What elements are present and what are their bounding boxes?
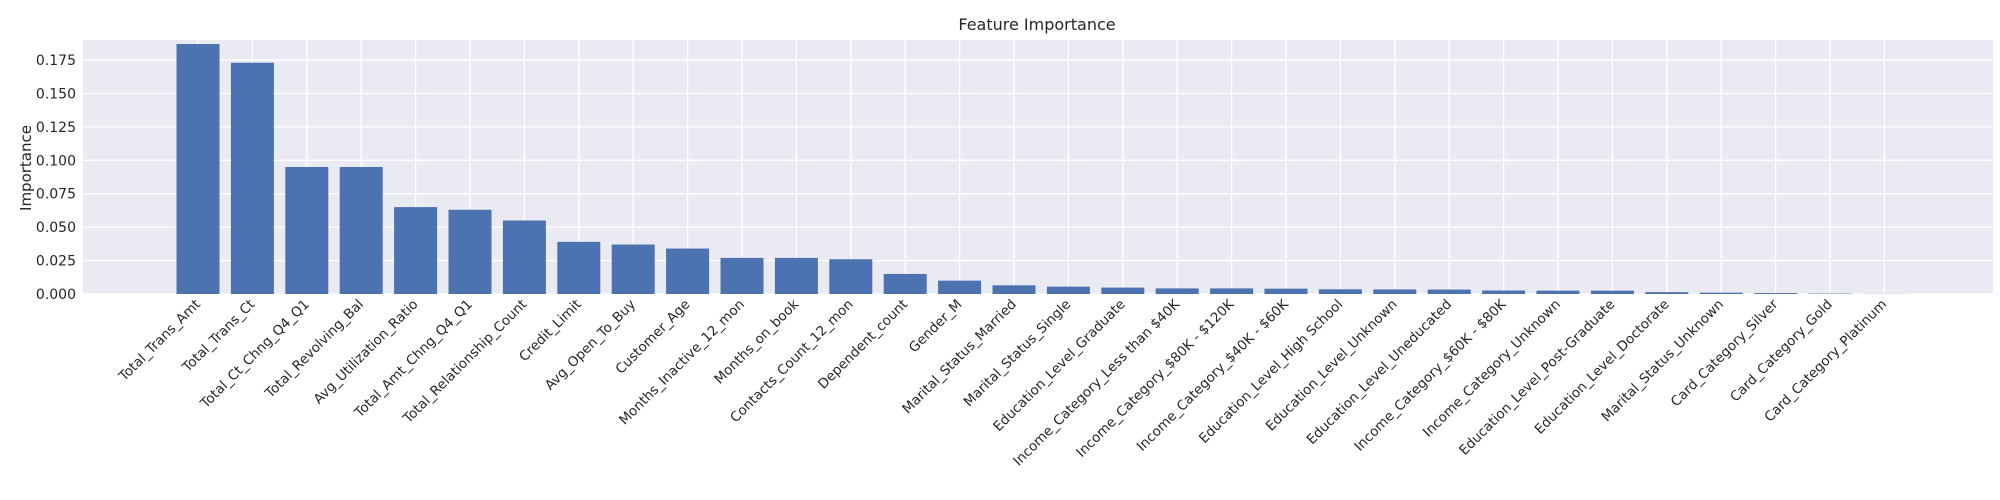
- y-tick-label: 0.175: [36, 53, 76, 69]
- x-tick-label: Card_Category_Gold: [1727, 297, 1836, 406]
- bar: [1645, 292, 1689, 294]
- bar: [502, 220, 546, 294]
- bar: [1754, 293, 1798, 294]
- x-tick-label: Avg_Open_To_Buy: [542, 297, 639, 394]
- x-tick-label: Total_Revolving_Bal: [261, 297, 367, 403]
- y-axis-label: Importance: [17, 125, 35, 211]
- bar: [829, 259, 873, 294]
- bar: [1318, 289, 1362, 294]
- bar: [938, 280, 982, 294]
- bar: [394, 207, 438, 294]
- x-tick-label: Marital_Status_Single: [961, 297, 1075, 411]
- y-tick-label: 0.150: [36, 86, 76, 102]
- bar: [1264, 288, 1308, 294]
- bar: [230, 62, 274, 294]
- bar: [1155, 288, 1199, 294]
- bar: [1210, 288, 1254, 294]
- y-axis-ticks: 0.000 0.025 0.050 0.075 0.100 0.125 0.150 0.175: [36, 53, 76, 303]
- bar: [1373, 289, 1417, 294]
- bars: [176, 44, 1906, 294]
- y-tick-label: 0.100: [36, 153, 76, 169]
- bar: [1536, 290, 1580, 294]
- x-tick-label: Gender_M: [906, 297, 966, 357]
- bar: [1590, 290, 1634, 294]
- bar: [611, 244, 655, 294]
- bar: [339, 167, 383, 294]
- bar: [1101, 287, 1145, 294]
- x-tick-label: Avg_Utilization_Ratio: [311, 297, 422, 408]
- bar: [1482, 290, 1526, 294]
- bar: [448, 209, 492, 294]
- x-tick-label: Total_Ct_Chng_Q4_Q1: [197, 297, 313, 413]
- bar: [720, 257, 764, 294]
- chart-title: Feature Importance: [958, 15, 1115, 34]
- bar: [1699, 292, 1743, 294]
- y-tick-label: 0.025: [36, 254, 76, 270]
- bar: [285, 167, 329, 294]
- bar: [774, 257, 818, 294]
- x-tick-label: Card_Category_Silver: [1668, 296, 1782, 410]
- x-axis-ticks: Total_Trans_AmtTotal_Trans_CtTotal_Ct_Ch…: [115, 296, 1890, 470]
- bar: [1046, 286, 1090, 294]
- bar: [176, 44, 220, 294]
- y-tick-label: 0.000: [36, 287, 76, 303]
- y-tick-label: 0.125: [36, 120, 76, 136]
- bar: [557, 241, 601, 294]
- y-tick-label: 0.050: [36, 220, 76, 236]
- bar: [1427, 289, 1471, 294]
- bar: [992, 285, 1036, 294]
- x-tick-label: Dependent_count: [815, 297, 911, 393]
- bar: [666, 248, 710, 294]
- y-tick-label: 0.075: [36, 187, 76, 203]
- bar: [883, 273, 927, 294]
